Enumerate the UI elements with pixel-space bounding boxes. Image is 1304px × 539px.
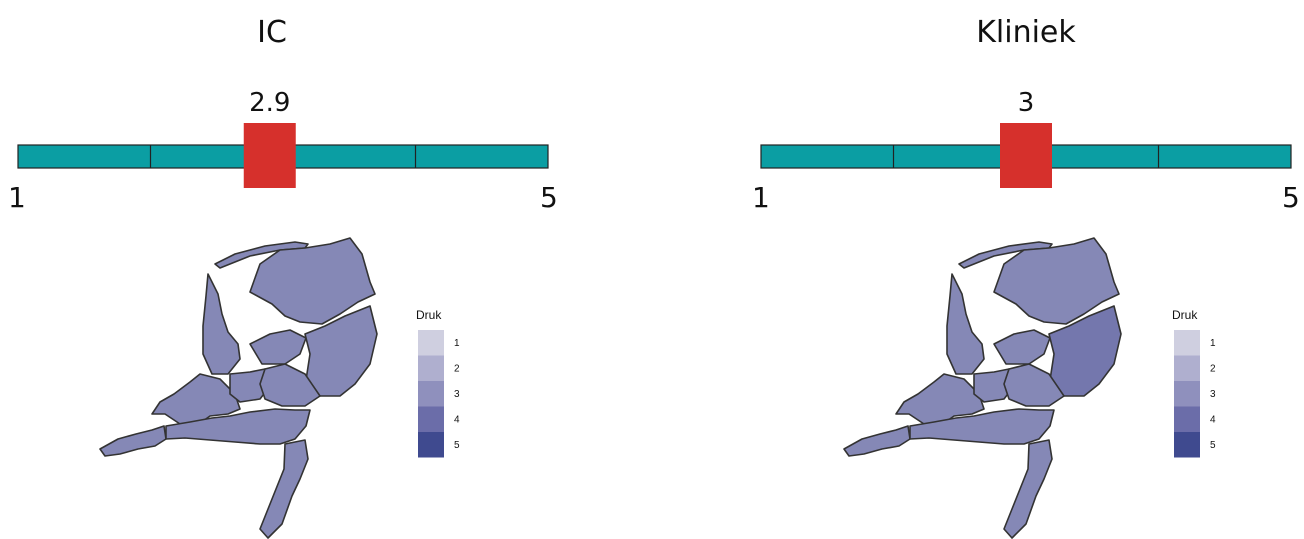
map-region-noord-holland bbox=[946, 273, 985, 375]
map-region-northeast bbox=[249, 237, 376, 325]
legend: Druk 1 2 3 4 5 bbox=[1172, 308, 1216, 458]
legend-label: 4 bbox=[1210, 415, 1216, 426]
legend-swatch bbox=[418, 432, 444, 458]
legend-title: Druk bbox=[1172, 308, 1198, 322]
map-region-brabant bbox=[909, 408, 1055, 445]
legend-label: 5 bbox=[1210, 440, 1216, 451]
map-region-limburg bbox=[259, 439, 309, 539]
map-region-flevoland bbox=[249, 329, 307, 365]
map-region-noord-holland bbox=[202, 273, 241, 375]
map-region-zeeland bbox=[843, 425, 911, 457]
map-region-gelderland bbox=[1003, 363, 1065, 407]
map-region-northeast bbox=[993, 237, 1120, 325]
gauge-marker bbox=[1000, 123, 1052, 188]
gauge-max-label: 5 bbox=[540, 181, 558, 214]
legend-swatch bbox=[418, 355, 444, 381]
legend-swatch bbox=[1174, 355, 1200, 381]
gauge-min-label: 1 bbox=[8, 181, 26, 214]
legend-swatch bbox=[1174, 381, 1200, 407]
gauge: 3 1 5 bbox=[752, 88, 1300, 214]
legend-swatch bbox=[1174, 330, 1200, 356]
legend-swatch bbox=[418, 381, 444, 407]
map-region-brabant bbox=[165, 408, 311, 445]
legend-label: 3 bbox=[1210, 389, 1216, 400]
map-region-frisian-islands bbox=[958, 241, 1053, 269]
legend-label: 3 bbox=[454, 389, 460, 400]
gauge-min-label: 1 bbox=[752, 181, 770, 214]
panel-ic: IC 2.9 1 5 Druk 1 2 3 4 5 bbox=[8, 15, 558, 539]
panel-kliniek: Kliniek 3 1 5 Druk 1 2 3 4 5 bbox=[752, 15, 1300, 539]
legend-label: 1 bbox=[454, 338, 460, 349]
legend-swatches: 1 2 3 4 5 bbox=[1174, 330, 1216, 458]
legend: Druk 1 2 3 4 5 bbox=[416, 308, 460, 458]
map-region-frisian-islands bbox=[214, 241, 309, 269]
legend-swatch bbox=[418, 330, 444, 356]
gauge-max-label: 5 bbox=[1282, 181, 1300, 214]
map-region-gelderland bbox=[259, 363, 321, 407]
netherlands-map bbox=[843, 237, 1122, 539]
map-region-zeeland bbox=[99, 425, 167, 457]
legend-label: 4 bbox=[454, 415, 460, 426]
map-region-limburg bbox=[1003, 439, 1053, 539]
legend-label: 2 bbox=[454, 364, 460, 375]
legend-swatch bbox=[418, 406, 444, 432]
legend-swatch bbox=[1174, 406, 1200, 432]
legend-swatches: 1 2 3 4 5 bbox=[418, 330, 460, 458]
gauge-value-label: 2.9 bbox=[249, 88, 290, 118]
legend-label: 1 bbox=[1210, 338, 1216, 349]
legend-title: Druk bbox=[416, 308, 442, 322]
gauge-value-label: 3 bbox=[1018, 88, 1035, 118]
gauge-marker bbox=[243, 123, 296, 188]
panel-title: Kliniek bbox=[976, 15, 1076, 50]
netherlands-map bbox=[99, 237, 378, 539]
legend-label: 2 bbox=[1210, 364, 1216, 375]
gauge: 2.9 1 5 bbox=[8, 88, 558, 214]
legend-swatch bbox=[1174, 432, 1200, 458]
panel-title: IC bbox=[257, 15, 287, 50]
map-region-flevoland bbox=[993, 329, 1051, 365]
legend-label: 5 bbox=[454, 440, 460, 451]
